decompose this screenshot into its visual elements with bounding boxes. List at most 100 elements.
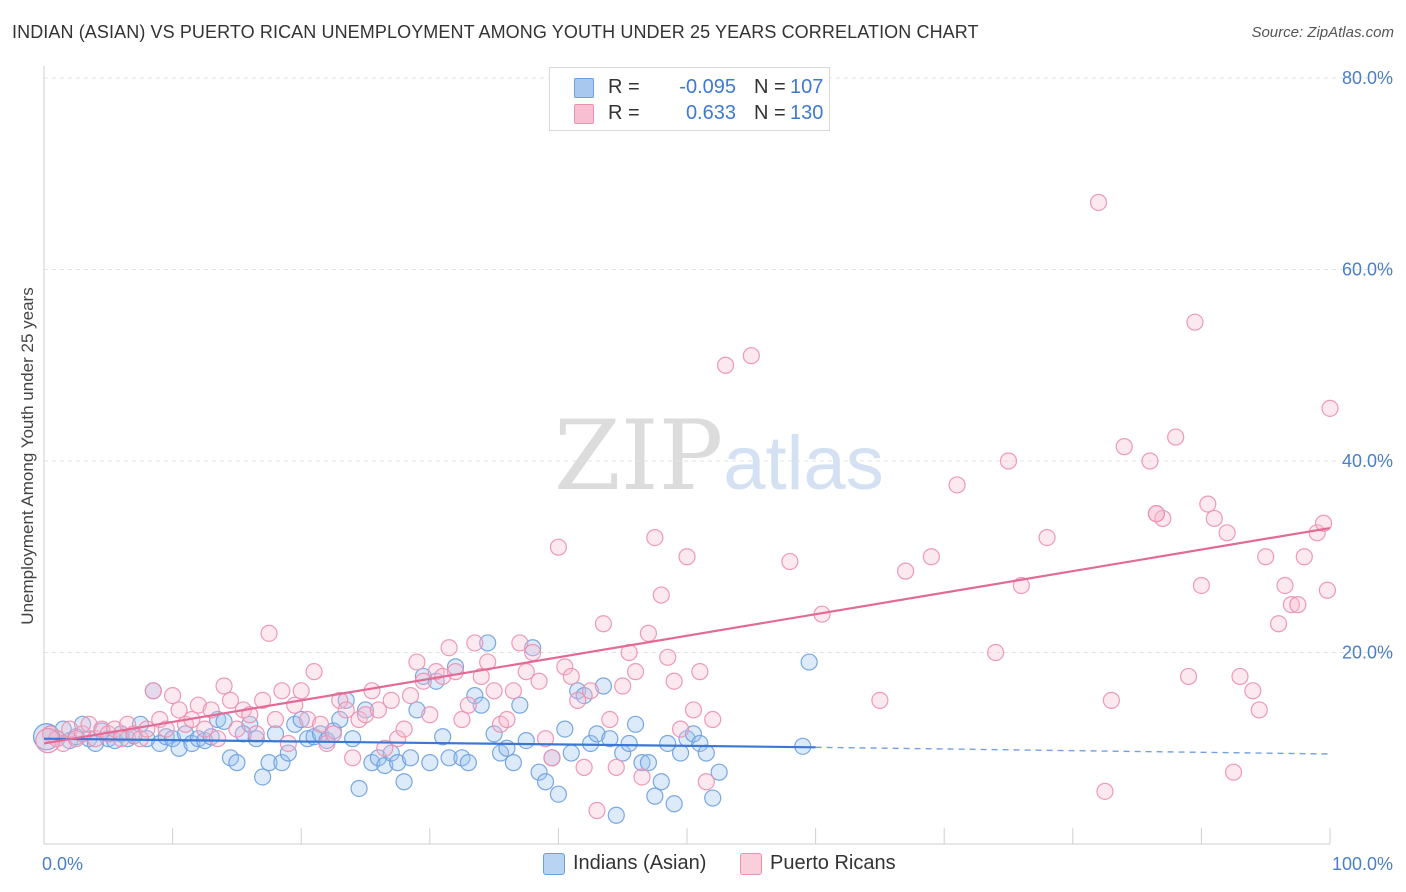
y-tick-label: 40.0% — [1342, 451, 1393, 471]
indians-asian-point — [549, 785, 568, 803]
puerto-ricans-point — [215, 677, 233, 695]
indians-asian-point — [440, 749, 458, 767]
puerto-ricans-point — [511, 634, 529, 652]
puerto-ricans-point — [1276, 576, 1294, 595]
indians-asian-point — [556, 720, 574, 738]
puerto-ricans-point — [639, 624, 658, 642]
indians-asian-point — [479, 634, 497, 652]
puerto-ricans-point — [1141, 452, 1159, 470]
indians-asian-point — [356, 701, 375, 719]
puerto-ricans-point — [324, 725, 342, 743]
puerto-ricans-point — [1282, 596, 1301, 614]
puerto-ricans-point — [382, 691, 400, 709]
puerto-ricans-point — [581, 682, 600, 700]
puerto-ricans-point — [704, 710, 722, 729]
puerto-ricans-point — [369, 701, 387, 719]
indians-asian-point — [581, 734, 600, 753]
bottom-legend-swatch-puerto-ricans — [740, 853, 762, 875]
puerto-ricans-point — [562, 667, 580, 686]
puerto-ricans-point — [466, 634, 484, 652]
indians-asian-point — [524, 639, 542, 657]
puerto-ricans-point — [453, 710, 471, 729]
puerto-ricans-point — [549, 538, 568, 556]
puerto-ricans-point — [1244, 682, 1262, 700]
axes — [43, 66, 1331, 845]
indians-asian-point — [697, 744, 715, 762]
puerto-ricans-point — [569, 691, 587, 709]
indians-asian-point — [260, 754, 278, 772]
puerto-ricans-point — [247, 725, 265, 743]
puerto-ricans-point — [356, 706, 375, 724]
indians-asian-point — [401, 749, 420, 767]
indians-asian-point — [659, 734, 677, 753]
indians-asian-point — [466, 686, 484, 705]
puerto-ricans-point — [530, 672, 548, 690]
indians-asian-point — [472, 696, 490, 714]
puerto-ricans-point — [80, 715, 98, 733]
puerto-ricans-point — [1318, 581, 1337, 599]
puerto-ricans-point — [376, 739, 394, 757]
puerto-ricans-point — [922, 548, 940, 566]
y-tick-label: 60.0% — [1342, 260, 1393, 280]
puerto-ricans-point — [684, 701, 703, 719]
indians-asian-point — [594, 677, 613, 695]
puerto-ricans-point — [614, 677, 632, 695]
puerto-ricans-point — [1199, 495, 1217, 513]
legend-r-label: R = — [608, 102, 640, 124]
x-tick-label: 0.0% — [42, 854, 83, 874]
puerto-ricans-point — [164, 686, 182, 705]
y-axis-label: Unemployment Among Youth under 25 years — [18, 287, 37, 625]
puerto-ricans-point — [646, 528, 664, 547]
legend-n-label: N = — [754, 76, 786, 98]
indians-asian-point — [633, 754, 651, 772]
puerto-ricans-point — [999, 452, 1018, 470]
indians-asian-point — [691, 734, 709, 753]
puerto-ricans-point — [446, 663, 465, 681]
puerto-ricans-point — [1224, 763, 1243, 781]
indians-asian-point — [176, 725, 195, 743]
puerto-ricans-point — [292, 682, 310, 700]
indians-asian-point — [665, 795, 683, 813]
indians-asian-point — [588, 725, 606, 743]
puerto-ricans-point — [440, 639, 458, 657]
puerto-ricans-point — [536, 730, 555, 748]
indians-asian-point — [511, 696, 529, 714]
puerto-ricans-point — [395, 720, 413, 738]
tick-labels: 20.0% 40.0% 60.0% 80.0% 0.0% 100.0% — [42, 68, 1393, 874]
puerto-ricans-trend-line — [43, 526, 1331, 745]
indians-asian-point — [389, 754, 407, 772]
legend-n-value: 130 — [790, 102, 824, 124]
indians-asian-point — [350, 779, 368, 798]
indians-asian-point — [536, 773, 555, 791]
puerto-ricans-point — [221, 691, 240, 709]
indians-asian-point — [254, 768, 272, 786]
indians-asian-point — [504, 754, 522, 772]
puerto-ricans-point — [633, 768, 651, 786]
puerto-ricans-point — [1186, 313, 1204, 331]
indians-asian-point — [684, 725, 703, 743]
puerto-ricans-point — [1250, 701, 1268, 719]
puerto-ricans-point — [1115, 438, 1133, 456]
indians-asian-point — [562, 744, 580, 762]
x-tick-label: 100.0% — [1332, 854, 1393, 874]
puerto-ricans-point — [742, 347, 760, 365]
puerto-ricans-point — [1102, 691, 1120, 709]
indians-asian-point — [646, 787, 664, 805]
indians-asian-point — [395, 773, 413, 791]
puerto-ricans-point — [897, 562, 915, 580]
indians-asian-point — [800, 653, 818, 671]
puerto-ricans-point — [575, 758, 593, 777]
puerto-ricans-point — [588, 801, 606, 820]
zipatlas-watermark: ZIPatlas — [554, 400, 884, 512]
legend-r-value: 0.633 — [685, 102, 736, 124]
puerto-ricans-point — [279, 734, 297, 753]
puerto-ricans-point — [498, 710, 516, 729]
legend-swatch-indians — [574, 78, 594, 98]
puerto-ricans-point — [459, 696, 477, 714]
bottom-legend-swatch-indians — [543, 853, 565, 875]
puerto-ricans-point — [254, 691, 272, 709]
indians-asian-point — [671, 744, 690, 762]
indians-asian-point — [292, 710, 310, 729]
puerto-ricans-point — [652, 586, 670, 604]
indians-asian-point — [485, 725, 503, 743]
